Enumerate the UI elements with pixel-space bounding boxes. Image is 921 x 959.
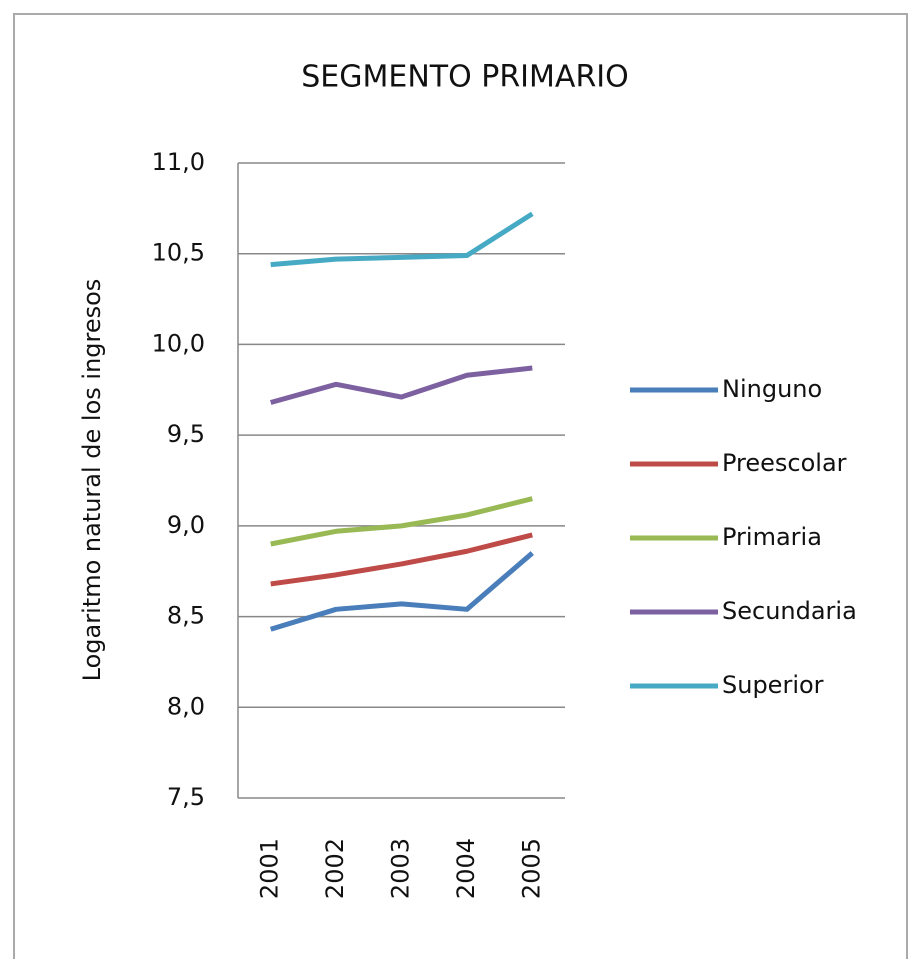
- y-tick-label: 10,0: [152, 329, 205, 357]
- y-axis-label: Logaritmo natural de los ingresos: [78, 279, 106, 682]
- y-tick-label: 9,0: [167, 511, 205, 539]
- chart-title: SEGMENTO PRIMARIO: [301, 60, 629, 95]
- series-line: [270, 532, 533, 587]
- legend-label: Ninguno: [722, 375, 822, 403]
- y-tick-label: 11,0: [152, 148, 205, 176]
- y-tick-label: 10,5: [152, 239, 205, 267]
- y-tick-label: 9,5: [167, 420, 205, 448]
- x-tick-label: 2005: [517, 838, 545, 899]
- series-line: [270, 211, 534, 268]
- legend-label: Primaria: [722, 523, 822, 551]
- y-tick-label: 7,5: [167, 783, 205, 811]
- legend-label: Preescolar: [722, 449, 847, 477]
- chart-frame: [13, 13, 908, 959]
- legend-label: Superior: [722, 671, 824, 699]
- x-tick-label: 2004: [452, 838, 480, 899]
- series-line: [270, 365, 533, 405]
- series-line: [270, 496, 533, 547]
- legend-label: Secundaria: [722, 597, 857, 625]
- y-tick-label: 8,0: [167, 692, 205, 720]
- x-tick-label: 2001: [256, 838, 284, 899]
- y-tick-label: 8,5: [167, 602, 205, 630]
- series-line: [269, 551, 534, 632]
- x-tick-label: 2002: [321, 838, 349, 899]
- x-tick-label: 2003: [387, 838, 415, 899]
